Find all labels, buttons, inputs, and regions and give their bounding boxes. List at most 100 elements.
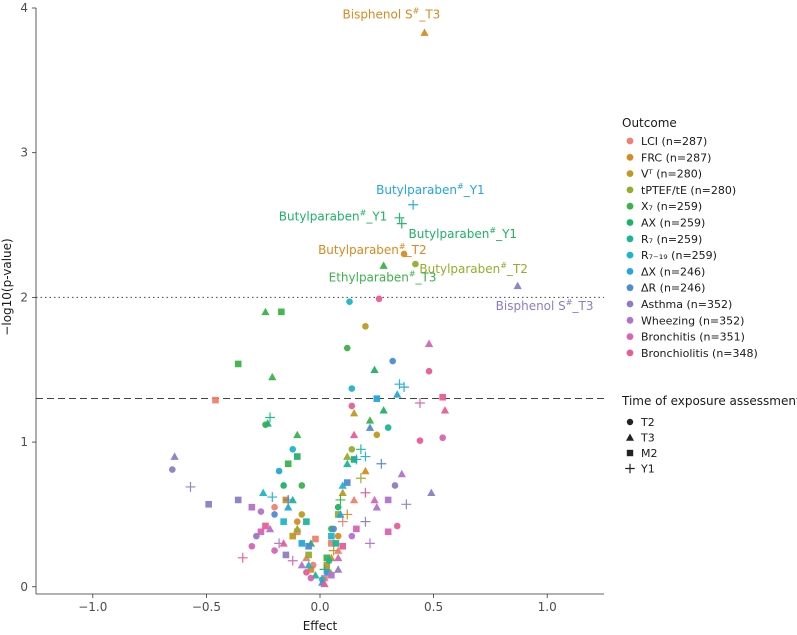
data-point — [348, 385, 356, 392]
data-point — [384, 528, 392, 536]
data-point — [373, 431, 381, 439]
legend-item-m2: M2 — [626, 447, 658, 460]
legend-item-r719: R₇₋₁₉ (n=259) — [626, 249, 717, 262]
y-tick-label: 4 — [20, 1, 28, 15]
data-point — [427, 488, 436, 497]
data-point — [248, 542, 256, 550]
y-axis-title: −log10(p-value) — [0, 238, 14, 335]
data-point — [328, 540, 335, 547]
legend-item-lci: LCI (n=287) — [626, 135, 707, 148]
data-point — [323, 561, 331, 569]
legend-label: Bronchitis (n=351) — [641, 331, 745, 344]
x-axis-ticks: −1.0 −0.5 0.0 0.5 1.0 — [78, 594, 557, 614]
data-point — [401, 499, 412, 510]
legend-shape-triangle — [626, 433, 634, 441]
data-point — [396, 218, 407, 229]
data-point — [360, 451, 371, 462]
data-point — [425, 367, 433, 375]
data-point — [351, 454, 362, 465]
data-point — [298, 482, 306, 489]
x-tick-label: −0.5 — [192, 600, 221, 614]
data-point — [278, 308, 285, 316]
x-tick-label: −1.0 — [78, 600, 107, 614]
legend-swatch — [626, 202, 634, 210]
data-point — [293, 524, 302, 533]
data-point — [284, 503, 293, 511]
legend-label: Y1 — [640, 463, 655, 476]
data-point — [334, 503, 342, 511]
data-point — [353, 525, 360, 533]
data-point — [415, 398, 425, 408]
data-point — [399, 382, 410, 393]
data-point — [439, 434, 446, 442]
data-point — [342, 509, 353, 520]
legend-label: Asthma (n=352) — [641, 298, 732, 311]
legend-label: FRC (n=287) — [641, 151, 711, 164]
data-point — [362, 323, 369, 330]
data-point — [379, 261, 388, 269]
legend-item-y1: Y1 — [625, 463, 655, 476]
data-point — [169, 466, 176, 473]
data-point — [365, 423, 375, 431]
data-point — [348, 446, 356, 453]
data-point — [271, 547, 278, 554]
data-point — [170, 452, 179, 460]
data-point — [349, 495, 359, 504]
data-point — [361, 466, 370, 475]
data-point — [268, 372, 277, 381]
legend-label: T2 — [640, 416, 655, 429]
legend-item-t3: T3 — [626, 432, 655, 445]
reference-lines — [36, 296, 604, 400]
data-point — [391, 482, 399, 489]
data-points — [169, 28, 522, 588]
data-point — [328, 545, 339, 556]
legend-item-ax: AX (n=259) — [626, 217, 705, 230]
legend-swatch — [626, 219, 634, 226]
legend-item-x7: X₇ (n=259) — [626, 200, 702, 213]
legend-label: ΔX (n=246) — [641, 265, 705, 278]
annotation-label: Bisphenol S#_T3 — [496, 298, 594, 313]
y-tick-label: 1 — [20, 435, 28, 449]
data-point — [293, 430, 302, 439]
data-point — [394, 212, 405, 223]
annotation-label: Butylparaben#_Y1 — [279, 209, 388, 224]
data-point — [334, 553, 343, 562]
data-point — [261, 307, 270, 316]
data-point — [280, 518, 287, 525]
annotation-label: Bisphenol S#_T3 — [343, 7, 441, 22]
legend-item-bronchiolitis: Bronchiolitis (n=348) — [626, 347, 758, 360]
legend-label: Bronchiolitis (n=348) — [641, 347, 758, 360]
data-point — [373, 395, 381, 402]
data-point — [248, 503, 256, 511]
data-point — [412, 260, 419, 268]
data-point — [323, 554, 331, 562]
legend-shape-plus — [625, 463, 635, 474]
data-point — [265, 524, 275, 533]
data-point — [271, 503, 278, 511]
legend-outcome-title: Outcome — [622, 116, 677, 130]
data-point — [416, 437, 424, 444]
data-point — [330, 525, 337, 533]
data-point — [334, 532, 342, 540]
legend-item-tptef: tPTEF/tE (n=280) — [626, 184, 736, 197]
data-point — [307, 574, 315, 582]
data-point — [343, 452, 352, 460]
data-point — [259, 488, 268, 497]
data-point — [370, 495, 379, 504]
data-point — [439, 393, 446, 401]
legend: Outcome LCI (n=287) FRC (n=287) Vᵀ (n=280)… — [621, 116, 797, 476]
data-point — [355, 444, 366, 455]
legend-item-frc: FRC (n=287) — [626, 151, 711, 164]
legend-swatch — [626, 235, 634, 243]
legend-label: R₇ (n=259) — [641, 233, 702, 246]
data-point — [384, 424, 392, 431]
data-point — [376, 458, 387, 469]
legend-outcome-items: LCI (n=287) FRC (n=287) Vᵀ (n=280) tPTEF/tE… — [626, 135, 758, 360]
data-point — [297, 560, 306, 569]
y-axis-ticks: 0 1 2 3 4 — [20, 1, 36, 594]
legend-swatch — [626, 268, 634, 275]
legend-label: tPTEF/tE (n=280) — [641, 184, 736, 197]
data-point — [237, 552, 248, 563]
point-annotations: Bisphenol S#_T3Butylparaben#_Y1Butylpara… — [279, 7, 594, 313]
y-tick-label: 3 — [20, 146, 28, 160]
